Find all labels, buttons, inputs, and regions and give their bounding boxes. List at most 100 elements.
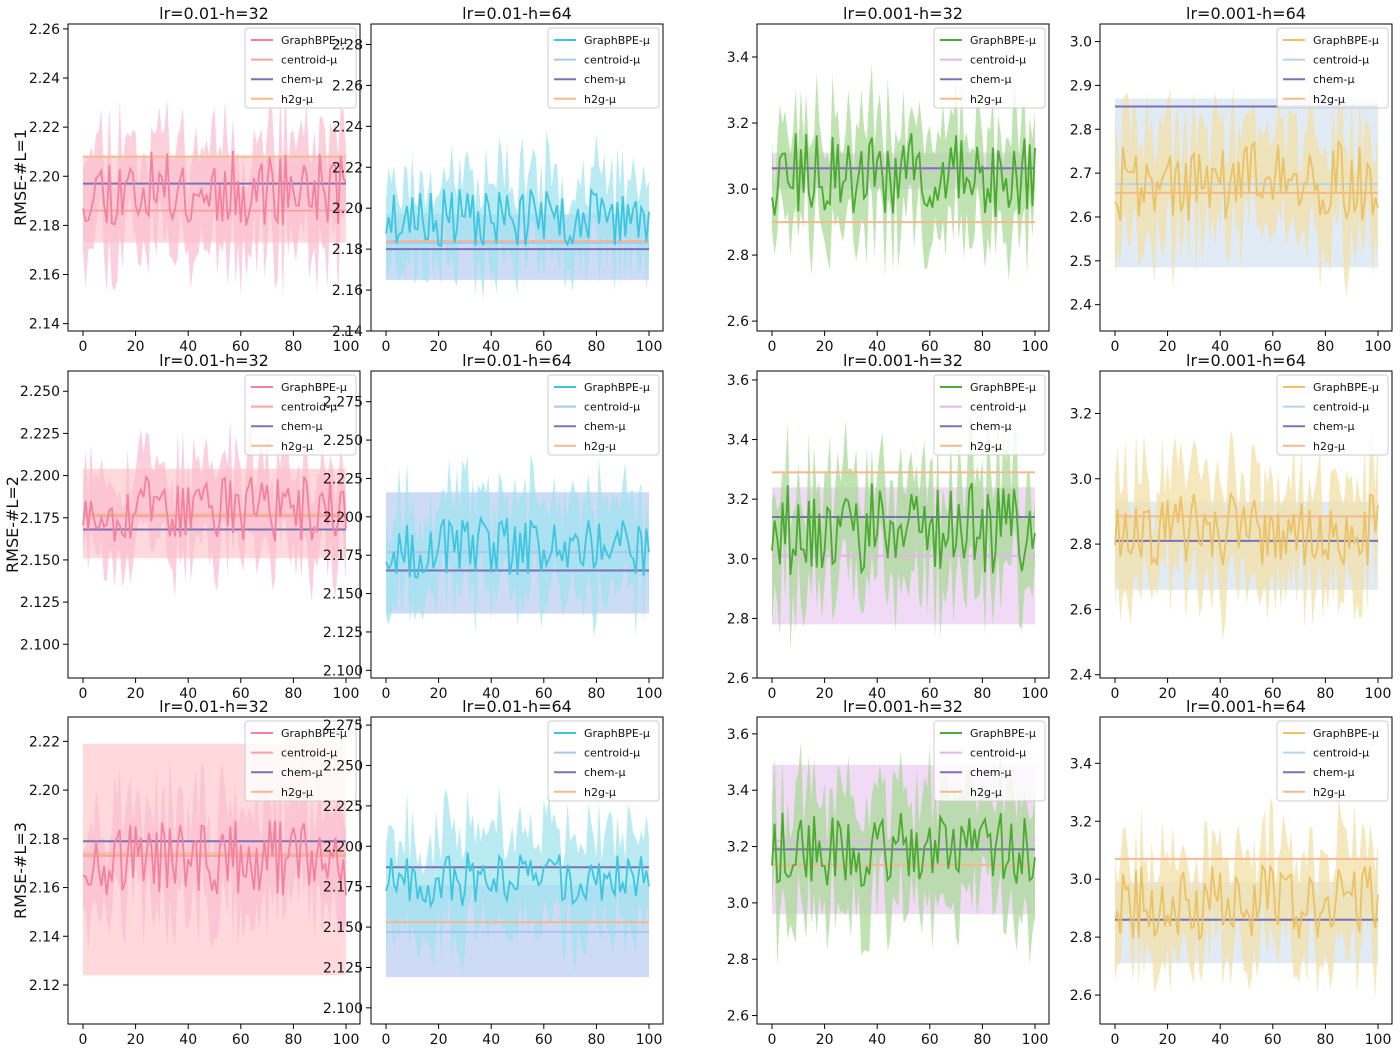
x-tick-label: 20 [1159, 686, 1177, 702]
axes-frame [1099, 370, 1393, 679]
x-tick-label: 80 [973, 339, 991, 355]
legend-h2g-label: h2g-μ [281, 93, 313, 106]
y-tick-label: 2.9 [1070, 78, 1092, 94]
graphbpe-mean-line [385, 515, 650, 579]
x-tick-label: 100 [333, 339, 360, 355]
y-tick-label: 3.0 [727, 182, 749, 198]
panel-0-1: 0 20 40 60 80 1002.142.162.182.202.222.242.26… [332, 4, 664, 355]
legend-graphbpe-label: GraphBPE-μ [1313, 34, 1379, 47]
legend-graphbpe-label: GraphBPE-μ [584, 727, 650, 740]
panel-0-0: 0 20 40 60 80 1002.142.162.182.202.222.242.26… [29, 4, 361, 355]
y-tick-label: 2.16 [29, 881, 60, 897]
panel-title: lr=0.01-h=64 [462, 351, 572, 370]
x-tick-label: 100 [636, 1032, 663, 1048]
x-tick-label: 20 [127, 1032, 145, 1048]
y-tick-label: 2.14 [332, 324, 363, 340]
y-tick-label: 2.14 [29, 929, 60, 945]
y-tick-label: 2.125 [323, 960, 363, 976]
y-tick-label: 3.6 [727, 373, 749, 389]
graphbpe-mean-line [771, 482, 1036, 576]
legend-centroid-label: centroid-μ [1313, 747, 1369, 760]
panel-title: lr=0.01-h=64 [462, 697, 572, 716]
x-tick-label: 0 [382, 339, 391, 355]
axes-frame [67, 23, 361, 332]
x-tick-label: 100 [1022, 686, 1049, 702]
x-tick-label: 80 [284, 686, 302, 702]
y-tick-label: 2.225 [20, 426, 60, 442]
panel-title: lr=0.01-h=32 [159, 697, 269, 716]
x-tick-label: 0 [79, 339, 88, 355]
legend-graphbpe-label: GraphBPE-μ [584, 34, 650, 47]
row-label: RMSE-#L=1 [11, 129, 30, 226]
graphbpe-mean-line [771, 812, 1036, 888]
legend [933, 720, 1046, 802]
y-tick-label: 3.4 [1070, 756, 1092, 772]
y-tick-label: 2.175 [20, 511, 60, 527]
legend-h2g-label: h2g-μ [584, 440, 616, 453]
legend [547, 374, 660, 456]
x-tick-label: 40 [1211, 686, 1229, 702]
x-tick-label: 0 [768, 339, 777, 355]
legend-centroid-label: centroid-μ [584, 401, 640, 414]
x-tick-label: 100 [636, 686, 663, 702]
x-tick-label: 40 [482, 686, 500, 702]
panel-2-2: 0 20 40 60 80 100 2.6 2.8 3.0 3.2 3.4 3.6 lr=0.001-h… [727, 697, 1050, 1048]
legend-centroid-label: centroid-μ [281, 747, 337, 760]
y-tick-label: 2.250 [20, 384, 60, 400]
graphbpe-band [772, 410, 1035, 651]
y-tick-label: 2.18 [332, 242, 363, 258]
legend-chem-label: chem-μ [970, 766, 1011, 779]
plot-area [82, 84, 347, 299]
x-tick-label: 20 [816, 686, 834, 702]
panel-0-3: 0 20 40 60 80 100 2.4 2.5 2.6 2.7 2.8 2.9 3.0 lr=0.00… [1070, 4, 1393, 355]
plot-area [82, 416, 347, 602]
graphbpe-band [386, 453, 649, 638]
x-tick-label: 40 [868, 686, 886, 702]
panel-title: lr=0.01-h=64 [462, 4, 572, 23]
x-tick-label: 100 [333, 686, 360, 702]
panel-title: lr=0.01-h=32 [159, 351, 269, 370]
y-tick-label: 2.16 [29, 268, 60, 284]
y-tick-label: 2.18 [29, 218, 60, 234]
x-tick-label: 20 [127, 339, 145, 355]
axes-frame [756, 716, 1050, 1025]
y-tick-label: 3.0 [727, 552, 749, 568]
panel-title: lr=0.001-h=64 [1186, 697, 1306, 716]
y-tick-label: 3.2 [1070, 814, 1092, 830]
panel-title: lr=0.01-h=32 [159, 4, 269, 23]
legend-h2g-label: h2g-μ [584, 93, 616, 106]
legend [244, 720, 357, 802]
x-tick-label: 0 [1111, 1032, 1120, 1048]
x-tick-label: 80 [1316, 339, 1334, 355]
y-tick-label: 2.12 [29, 978, 60, 994]
y-tick-label: 2.150 [323, 920, 363, 936]
y-tick-label: 2.6 [1070, 210, 1092, 226]
axes-frame [756, 370, 1050, 679]
y-tick-label: 2.24 [29, 71, 60, 87]
y-tick-label: 2.275 [323, 395, 363, 411]
graphbpe-mean-line [1114, 491, 1379, 566]
x-tick-label: 20 [127, 686, 145, 702]
x-tick-label: 40 [179, 686, 197, 702]
plot-area [771, 410, 1036, 651]
x-tick-label: 60 [535, 339, 553, 355]
legend [933, 27, 1046, 109]
x-tick-label: 80 [587, 339, 605, 355]
x-tick-label: 20 [816, 1032, 834, 1048]
legend-h2g-label: h2g-μ [1313, 440, 1345, 453]
x-tick-label: 80 [973, 686, 991, 702]
x-tick-label: 100 [636, 339, 663, 355]
axes-frame [370, 23, 664, 332]
x-tick-label: 0 [1111, 339, 1120, 355]
y-tick-label: 2.175 [323, 880, 363, 896]
graphbpe-mean-line [1114, 139, 1379, 221]
y-tick-label: 2.26 [332, 78, 363, 94]
x-tick-label: 20 [1159, 339, 1177, 355]
x-tick-label: 60 [535, 686, 553, 702]
y-tick-label: 3.2 [1070, 406, 1092, 422]
x-tick-label: 0 [382, 686, 391, 702]
x-tick-label: 20 [816, 339, 834, 355]
y-tick-label: 2.8 [727, 248, 749, 264]
x-tick-label: 60 [535, 1032, 553, 1048]
